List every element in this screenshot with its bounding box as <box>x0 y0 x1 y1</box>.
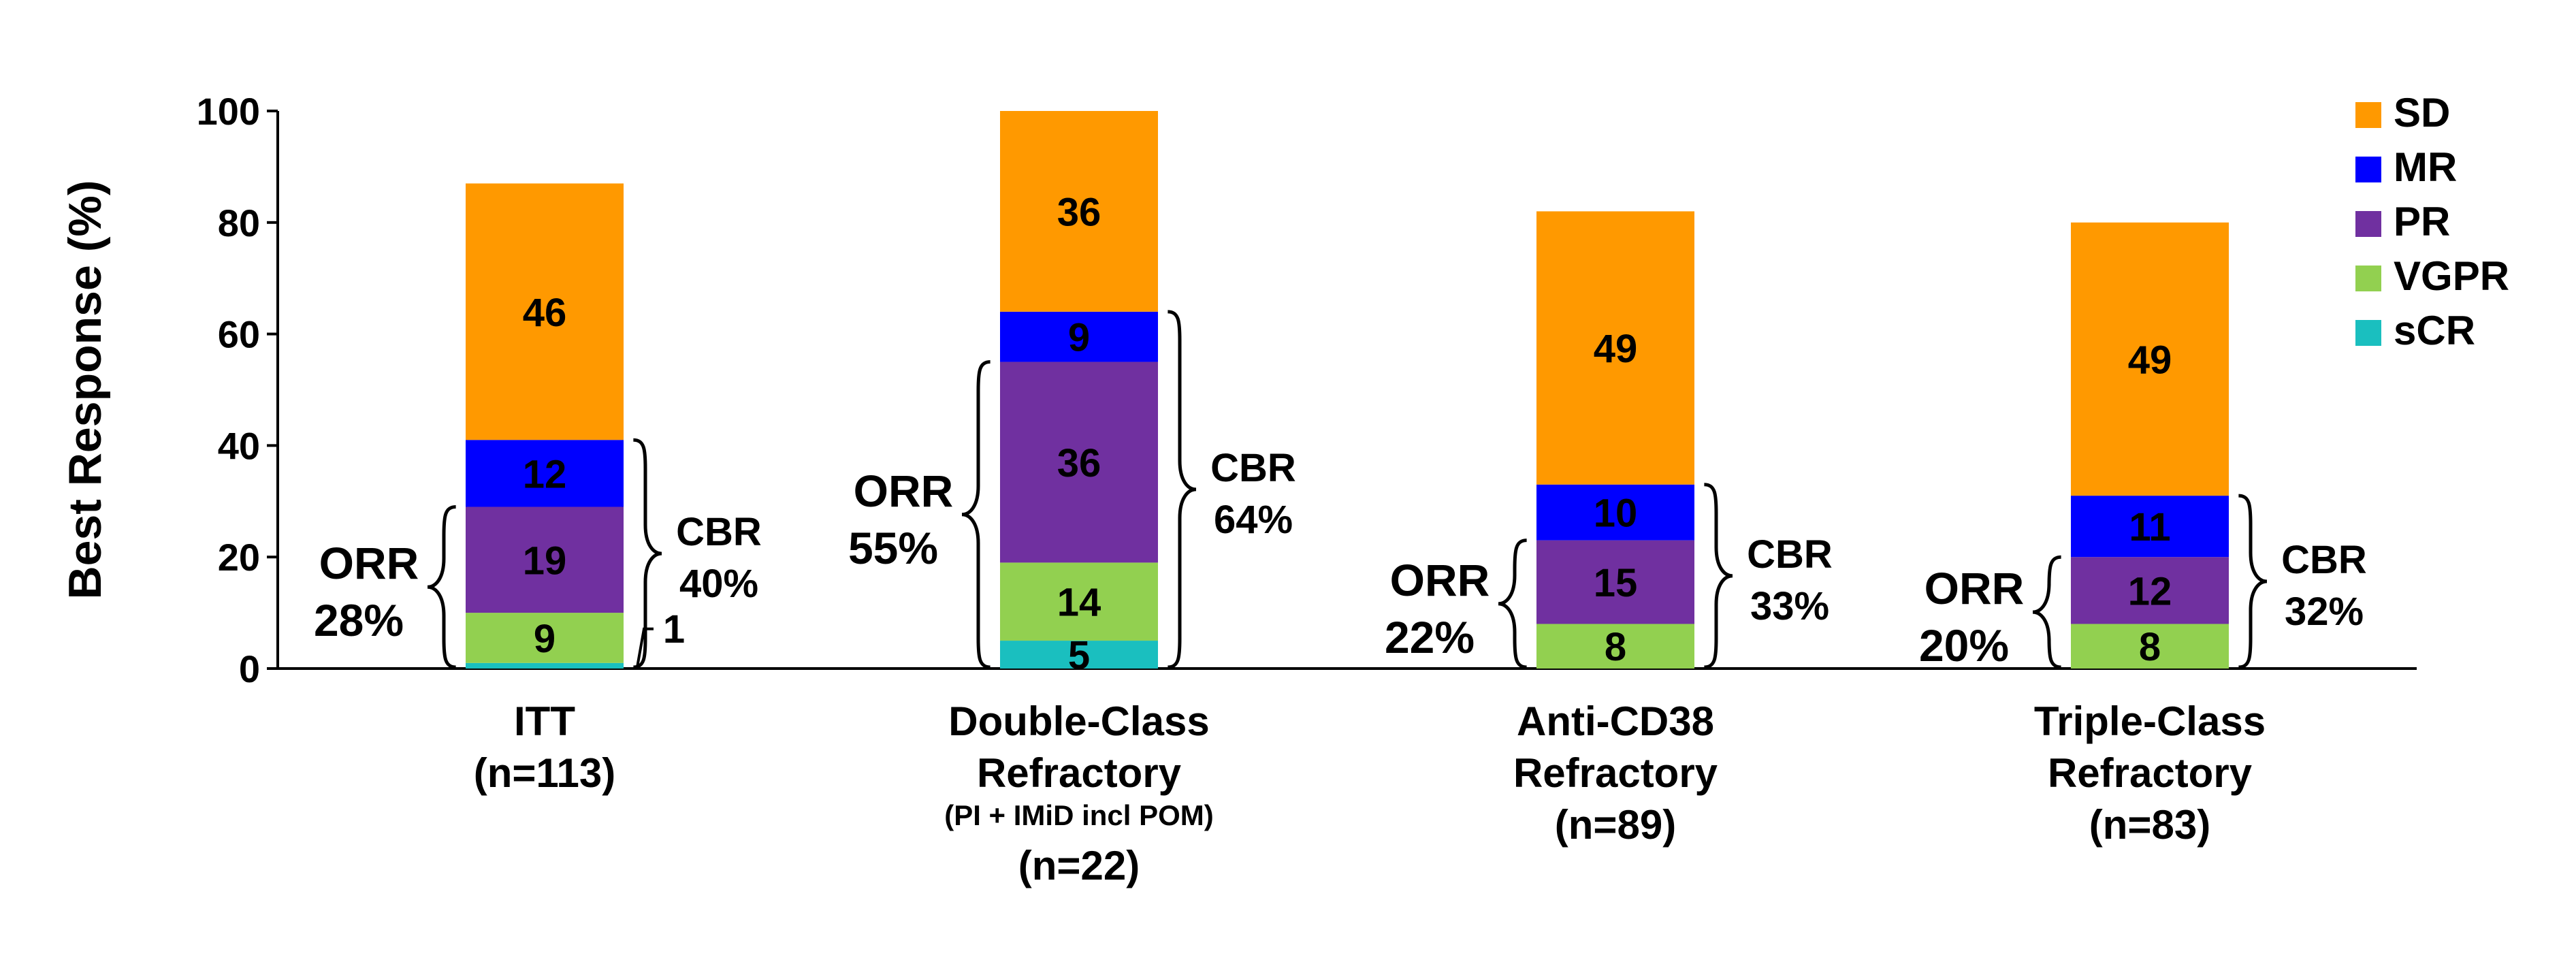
orr-value: 55% <box>848 523 938 573</box>
cbr-label: CBR <box>1210 446 1296 490</box>
data-label: 36 <box>1057 441 1101 485</box>
orr-value: 22% <box>1385 612 1475 662</box>
y-tick-label: 0 <box>239 647 260 690</box>
data-label: 9 <box>534 617 556 661</box>
orr-brace <box>1498 539 1527 669</box>
category-label: ITT <box>514 698 575 744</box>
y-tick-label: 20 <box>218 536 260 579</box>
data-label: 8 <box>1605 625 1626 669</box>
cbr-value: 33% <box>1750 584 1829 628</box>
data-label: 46 <box>523 291 567 335</box>
data-label: 11 <box>2129 505 2170 549</box>
y-tick-label: 100 <box>197 90 260 133</box>
bar-segment-sd <box>1000 111 1158 312</box>
legend-label-scr: sCR <box>2394 308 2475 353</box>
bar-segment-scr <box>1000 641 1158 669</box>
legend-label-pr: PR <box>2394 199 2450 244</box>
orr-label: ORR <box>854 466 954 516</box>
orr-value: 20% <box>1919 620 2009 671</box>
orr-brace <box>2032 555 2061 669</box>
bar-segment-mr <box>2071 496 2229 558</box>
bar-segment-mr <box>1000 311 1158 362</box>
category-label: Anti-CD38 <box>1517 698 1714 744</box>
legend-swatch-pr <box>2355 211 2381 237</box>
category-label: Refractory <box>2048 750 2253 796</box>
bar-segment-mr <box>466 440 624 507</box>
data-label: 49 <box>2128 338 2172 382</box>
bar-segment-pr <box>466 507 624 613</box>
y-tick-label: 80 <box>218 202 260 244</box>
y-axis-title: Best Response (%) <box>59 180 111 600</box>
category-label: (n=83) <box>2089 802 2210 848</box>
y-tick-label: 60 <box>218 313 260 356</box>
category-label: (n=89) <box>1555 802 1676 848</box>
category-label: Double-Class <box>948 698 1209 744</box>
category-n: (n=22) <box>1018 843 1140 888</box>
cbr-value: 64% <box>1214 498 1293 542</box>
category-note: (PI + IMiD incl POM) <box>944 799 1214 831</box>
legend-label-mr: MR <box>2394 144 2457 190</box>
legend-swatch-mr <box>2355 157 2381 182</box>
orr-brace <box>427 504 456 669</box>
data-label: 8 <box>2139 625 2161 669</box>
data-label: 10 <box>1594 492 1638 536</box>
bar-segment-sd <box>466 183 624 440</box>
bar-segment-pr <box>1536 540 1694 624</box>
data-label: 9 <box>1068 316 1090 360</box>
legend-swatch-scr <box>2355 320 2381 346</box>
bar-segment-pr <box>1000 362 1158 563</box>
cbr-value: 32% <box>2285 590 2364 634</box>
orr-value: 28% <box>314 595 404 645</box>
data-label: 12 <box>523 452 567 496</box>
bar-segment-sd <box>1536 211 1694 485</box>
cbr-label: CBR <box>1747 532 1833 577</box>
legend-label-sd: SD <box>2394 90 2450 135</box>
cbr-label: CBR <box>2281 538 2367 582</box>
cbr-brace <box>1168 310 1197 669</box>
bar-segment-vgpr <box>466 613 624 663</box>
cbr-value: 40% <box>679 562 758 606</box>
orr-label: ORR <box>1925 563 2025 613</box>
cbr-brace <box>633 438 662 669</box>
category-label: Triple-Class <box>2034 698 2266 744</box>
bar-segment-pr <box>2071 557 2229 624</box>
bar-segment-vgpr <box>1536 624 1694 669</box>
y-tick-label: 40 <box>218 424 260 467</box>
legend-label-vgpr: VGPR <box>2394 253 2509 299</box>
cbr-label: CBR <box>676 510 762 554</box>
cbr-brace <box>2238 494 2268 669</box>
bar-segment-vgpr <box>1000 562 1158 641</box>
data-label: 14 <box>1057 581 1101 625</box>
bar-segment-mr <box>1536 484 1694 541</box>
data-label: 1 <box>663 607 685 652</box>
data-label: 36 <box>1057 190 1101 234</box>
orr-label: ORR <box>1390 555 1490 605</box>
category-label: Refractory <box>1513 750 1718 796</box>
orr-brace <box>961 360 991 669</box>
category-label: (n=113) <box>474 750 615 796</box>
data-label: 49 <box>1594 327 1638 371</box>
data-label: 15 <box>1594 561 1638 605</box>
category-label: Refractory <box>977 750 1182 796</box>
bar-segment-sd <box>2071 222 2229 496</box>
legend-swatch-vgpr <box>2355 266 2381 291</box>
data-label: 12 <box>2128 569 2172 613</box>
orr-label: ORR <box>319 538 419 588</box>
cbr-brace <box>1704 483 1733 669</box>
bar-segment-vgpr <box>2071 624 2229 669</box>
data-label: 19 <box>523 539 567 583</box>
data-label: 5 <box>1068 634 1090 678</box>
legend-swatch-sd <box>2355 102 2381 128</box>
bar-segment-scr <box>466 662 624 669</box>
